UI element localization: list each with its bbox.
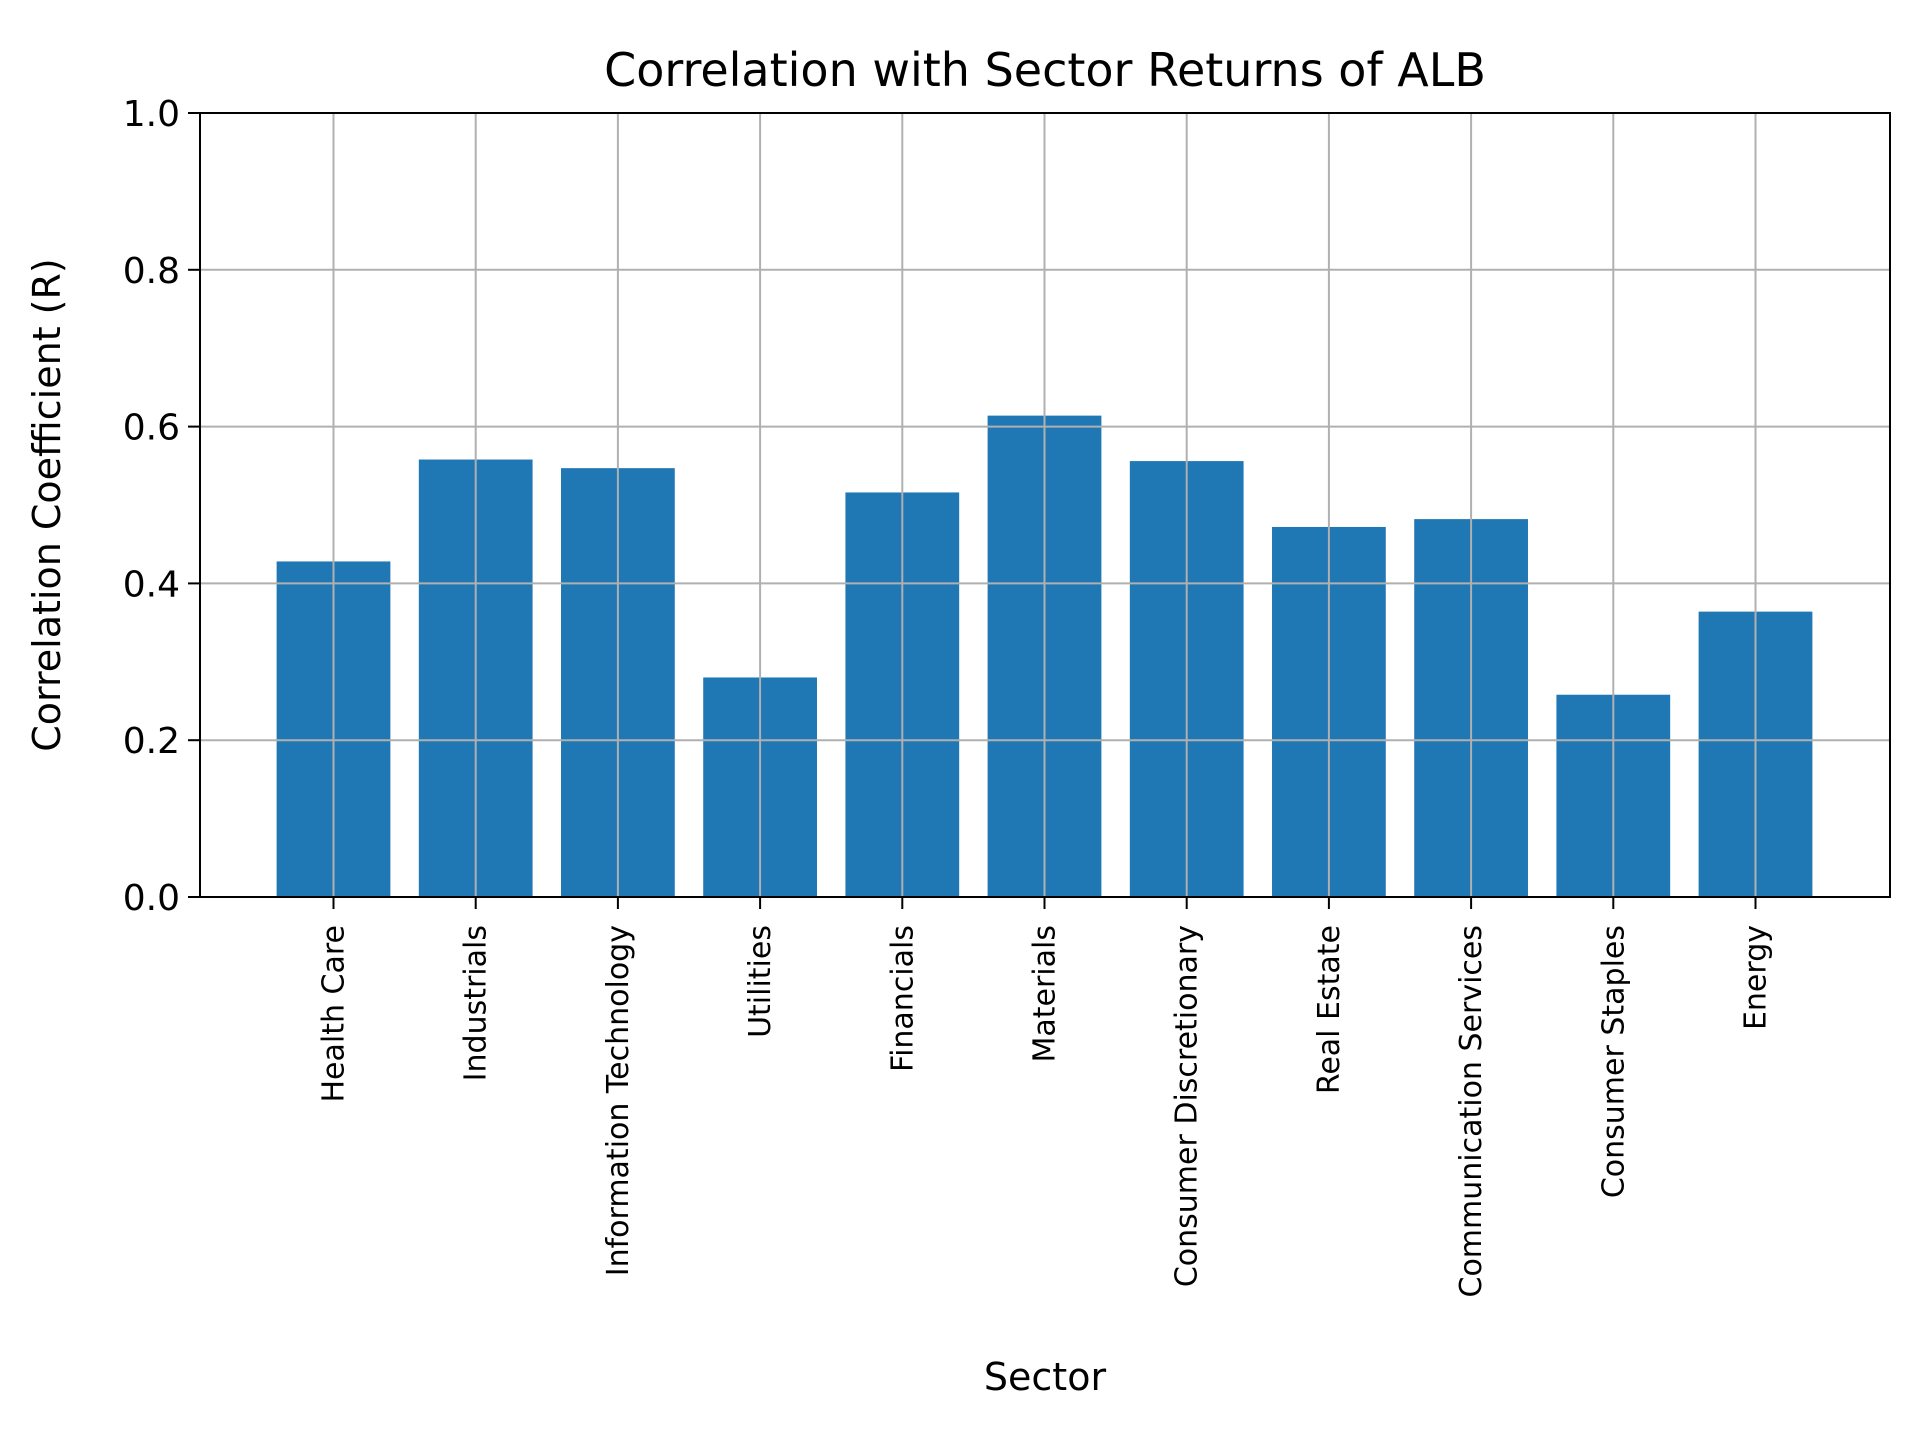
x-tick-label: Information Technology	[601, 925, 636, 1276]
y-axis: 0.0 0.2 0.4 0.6 0.8 1.0	[123, 94, 200, 919]
y-tick-label: 0.4	[123, 564, 180, 605]
x-tick-label: Communication Services	[1454, 925, 1489, 1298]
x-axis-label: Sector	[984, 1355, 1107, 1399]
x-axis: Health Care Industrials Information Techno…	[317, 897, 1774, 1298]
y-axis-label: Correlation Coefficient (R)	[25, 258, 69, 751]
y-tick-label: 0.8	[123, 251, 180, 292]
x-tick-label: Energy	[1739, 925, 1774, 1030]
x-tick-label: Consumer Staples	[1596, 925, 1631, 1198]
y-tick-label: 0.2	[123, 721, 180, 762]
x-tick-label: Health Care	[317, 925, 352, 1103]
y-tick-label: 0.6	[123, 408, 180, 449]
x-tick-label: Materials	[1028, 925, 1063, 1063]
x-tick-label: Consumer Discretionary	[1170, 925, 1205, 1287]
x-tick-label: Utilities	[743, 925, 778, 1038]
chart-title: Correlation with Sector Returns of ALB	[604, 43, 1486, 97]
x-tick-label: Financials	[885, 925, 920, 1072]
x-tick-label: Real Estate	[1312, 925, 1347, 1094]
x-tick-label: Industrials	[459, 925, 494, 1081]
y-tick-label: 0.0	[123, 878, 180, 919]
y-tick-label: 1.0	[123, 94, 180, 135]
